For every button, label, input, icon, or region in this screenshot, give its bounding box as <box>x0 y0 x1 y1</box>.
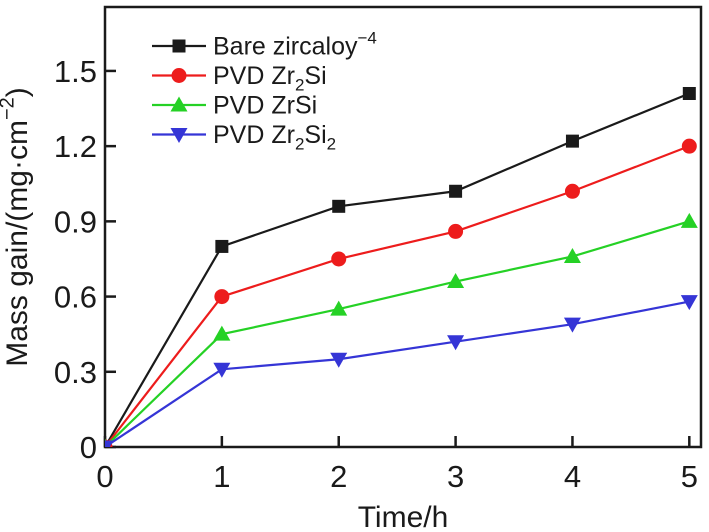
series-0 <box>105 86 696 447</box>
legend-label: PVD Zr2Si <box>213 62 327 94</box>
circle-marker-icon <box>681 138 697 154</box>
plot-area <box>105 86 698 447</box>
y-tick-label: 0.9 <box>54 204 97 239</box>
series-line <box>105 300 690 447</box>
triangle-down-marker-icon <box>170 128 188 143</box>
x-tick-label: 3 <box>447 459 464 494</box>
legend-item: PVD ZrSi <box>152 92 317 120</box>
legend-item: PVD Zr2Si <box>152 62 327 94</box>
x-axis-label: Time/h <box>358 501 449 532</box>
legend-label: PVD ZrSi <box>213 92 317 120</box>
y-tick-label: 0.3 <box>54 355 97 390</box>
legend-item: PVD Zr2Si2 <box>152 121 336 153</box>
series-line <box>105 220 690 447</box>
y-tick-label: 1.5 <box>54 54 97 89</box>
triangle-up-marker-icon <box>170 96 188 112</box>
legend-label: PVD Zr2Si2 <box>213 121 336 153</box>
series-line <box>105 92 690 447</box>
triangle-up-marker-icon <box>447 273 465 289</box>
series-3 <box>105 295 698 447</box>
circle-marker-icon <box>214 289 230 305</box>
legend-item: Bare zircaloy−4 <box>152 28 377 61</box>
series-line <box>105 145 690 447</box>
square-marker-icon <box>172 39 186 53</box>
triangle-down-marker-icon <box>447 335 465 351</box>
x-tick-label: 4 <box>564 459 581 494</box>
y-tick-label: 1.2 <box>54 129 97 164</box>
triangle-up-marker-icon <box>563 247 581 263</box>
x-tick-label: 2 <box>330 459 347 494</box>
square-marker-icon <box>565 134 579 148</box>
y-axis-label: Mass gain/(mg·cm−2) <box>0 87 34 367</box>
square-marker-icon <box>215 239 229 253</box>
y-tick-label: 0.6 <box>54 280 97 315</box>
triangle-down-marker-icon <box>105 440 114 447</box>
circle-marker-icon <box>331 251 347 267</box>
circle-marker-icon <box>564 183 580 199</box>
square-marker-icon <box>449 184 463 198</box>
x-tick-label: 0 <box>96 459 113 494</box>
triangle-down-marker-icon <box>330 352 348 368</box>
series-2 <box>105 212 698 447</box>
triangle-up-marker-icon <box>330 300 348 316</box>
triangle-down-marker-icon <box>563 317 581 333</box>
circle-marker-icon <box>171 68 187 83</box>
circle-marker-icon <box>448 223 464 239</box>
x-tick-label: 1 <box>213 459 230 494</box>
series-1 <box>105 138 697 447</box>
triangle-up-marker-icon <box>213 325 231 341</box>
square-marker-icon <box>332 199 346 213</box>
triangle-down-marker-icon <box>680 295 698 311</box>
square-marker-icon <box>682 86 696 100</box>
plot-border <box>103 5 703 449</box>
x-tick-label: 5 <box>681 459 698 494</box>
y-tick-label: 0 <box>80 430 97 465</box>
triangle-down-marker-icon <box>213 362 231 378</box>
legend-label: Bare zircaloy−4 <box>213 28 377 60</box>
triangle-up-marker-icon <box>680 212 698 228</box>
